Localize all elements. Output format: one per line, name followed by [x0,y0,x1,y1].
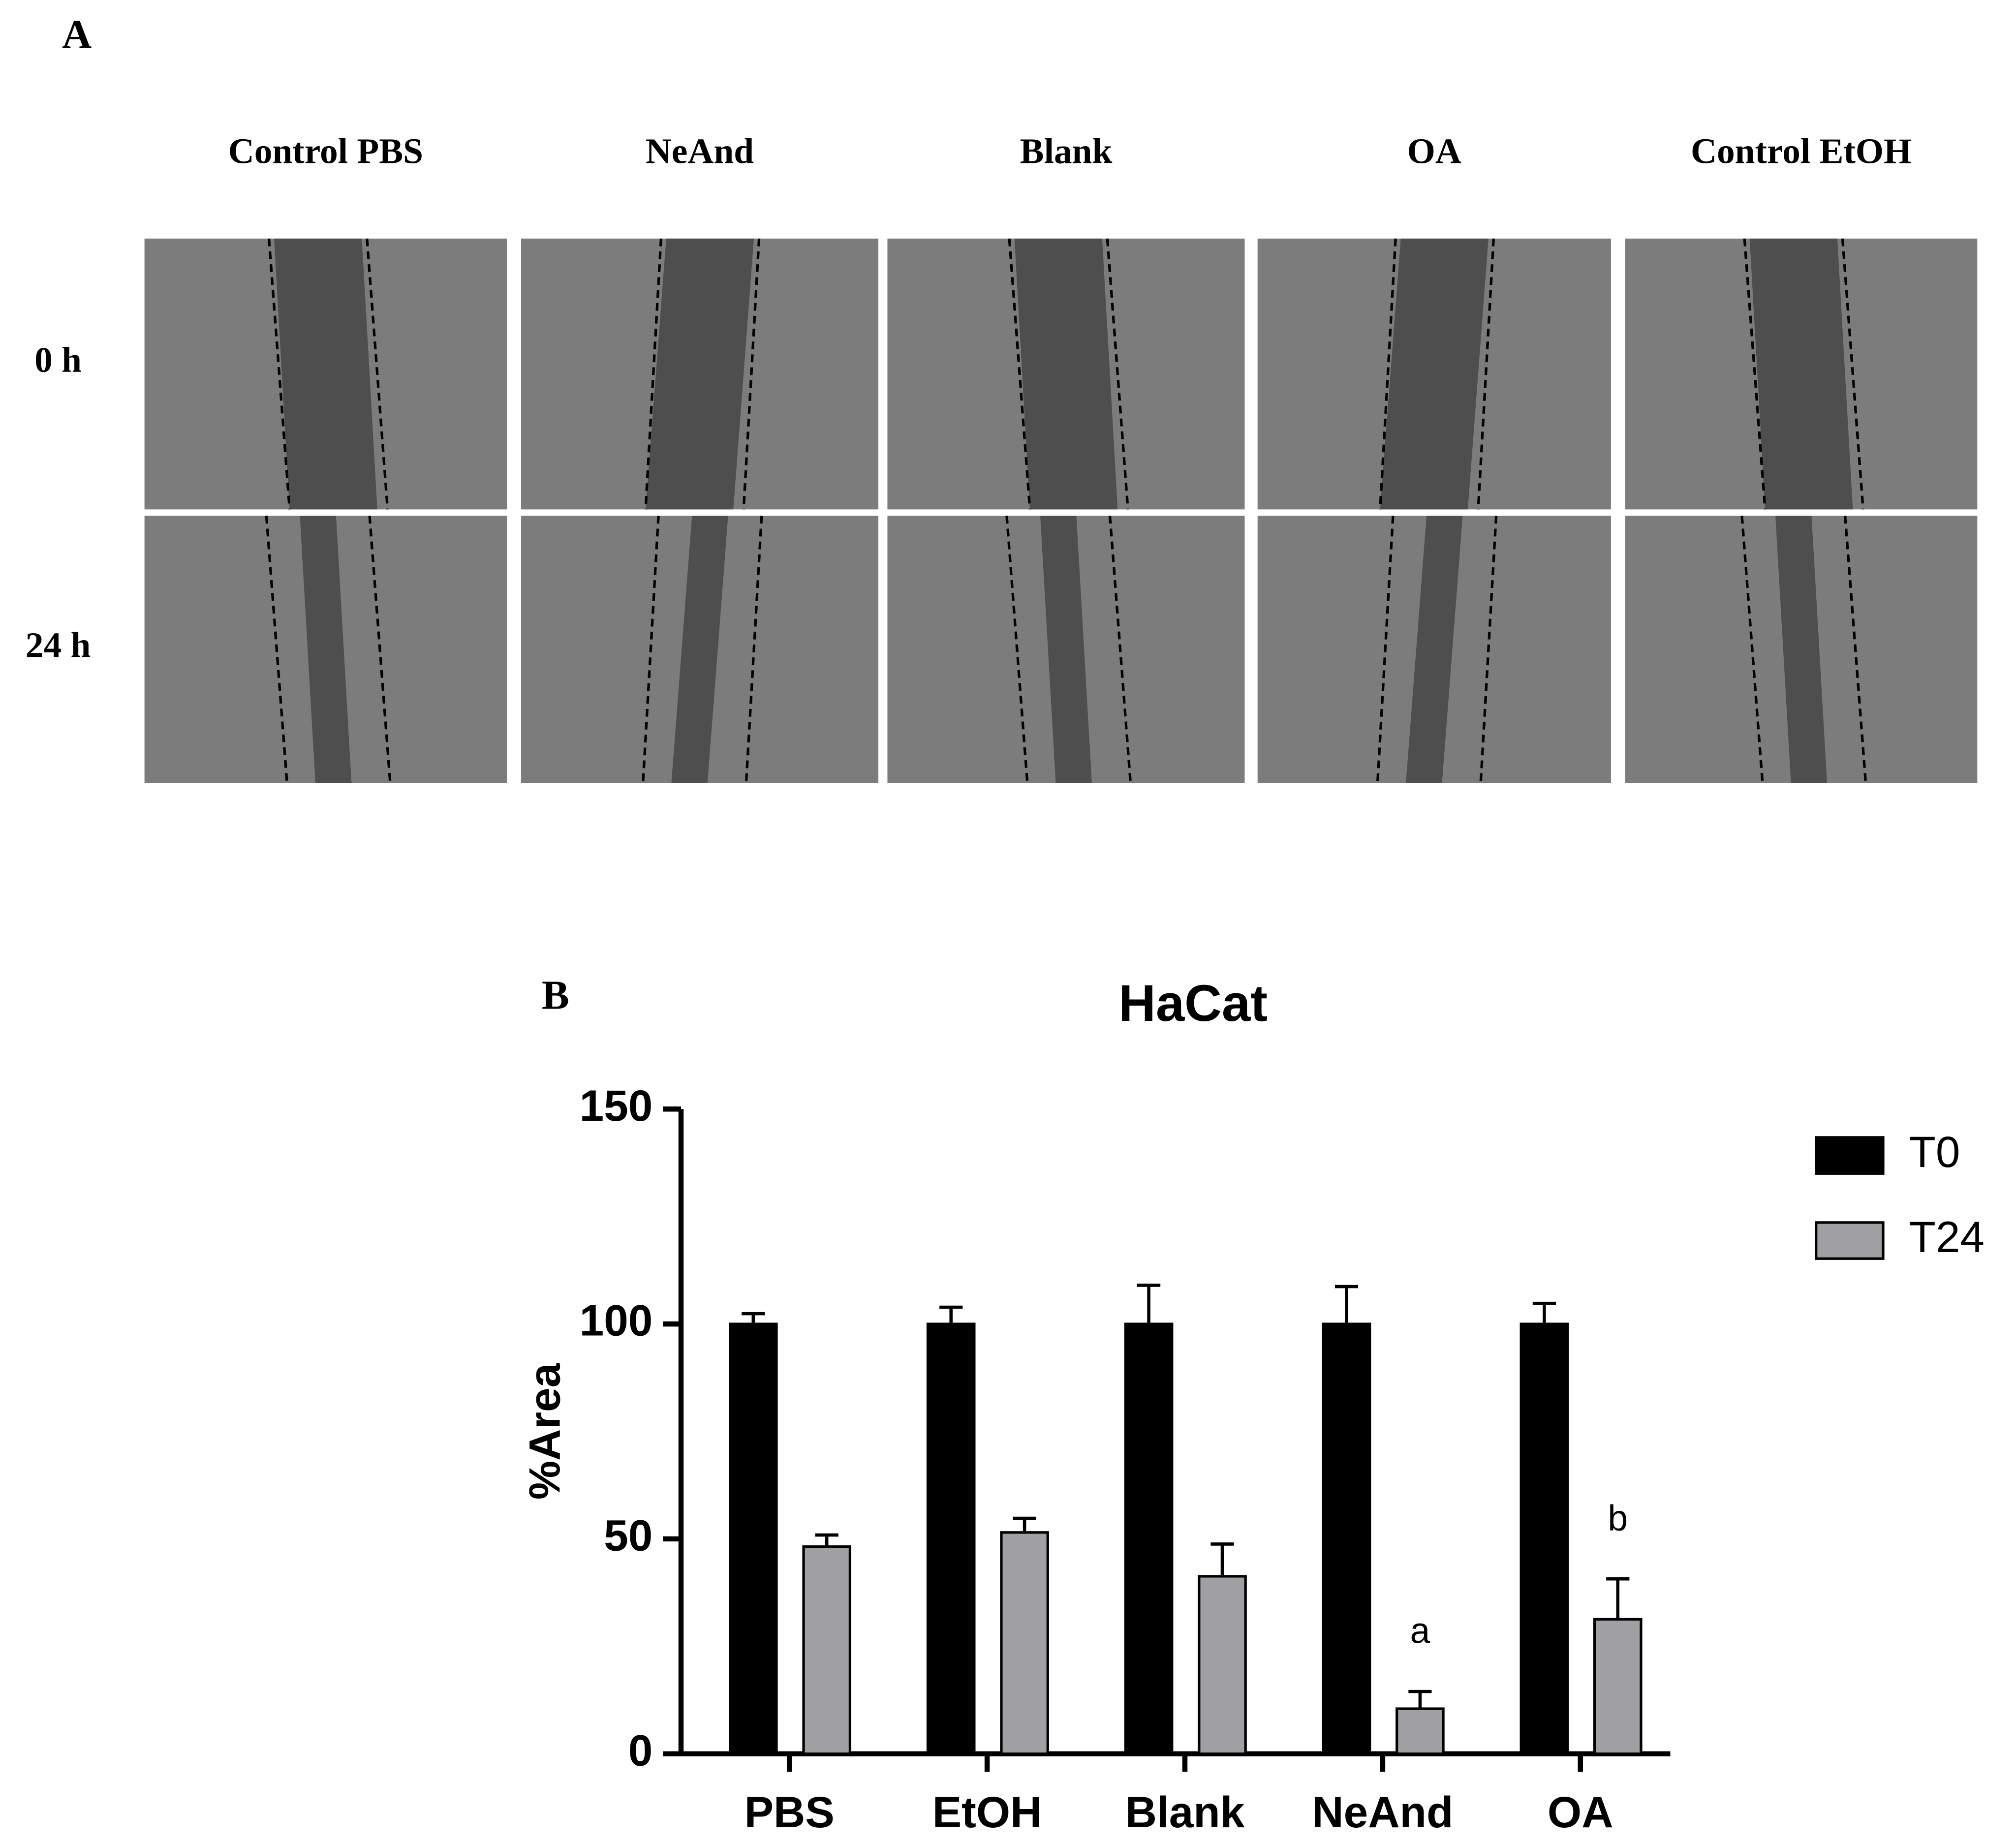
wound-edge [1106,238,1129,510]
x-tick-label: PBS [744,1787,835,1837]
column-label: Blank [1020,131,1113,171]
y-tick-label: 0 [628,1725,653,1775]
wound-gap [1380,238,1489,510]
wound-edge [742,238,761,510]
bar [1593,1618,1643,1755]
x-tick-label: OA [1548,1787,1613,1837]
chart-title: HaCat [1118,975,1268,1032]
wound-edge [642,516,660,783]
x-tick-label: EtOH [932,1787,1042,1837]
y-tick-label: 150 [580,1081,653,1130]
column-label: Control EtOH [1691,131,1912,171]
bar [1000,1531,1049,1755]
legend-swatch [1815,1221,1885,1260]
bar [1124,1322,1174,1755]
wound-gap [300,516,352,783]
wound-edge [267,238,291,510]
bar [1520,1322,1569,1755]
row-label: 0 h [34,340,82,380]
wound-edge [744,516,763,783]
legend-swatch [1815,1136,1885,1175]
wound-gap [1775,516,1827,783]
wound-edge [265,516,288,783]
wound-edge [1477,238,1495,510]
panel-label: A [62,12,92,58]
bar [926,1322,976,1755]
wound-gap [671,516,728,783]
legend-label: T24 [1909,1212,1985,1261]
column-label: Control PBS [228,131,423,171]
wound-gap [645,238,754,510]
wound-edge [1743,238,1767,510]
wound-edge [366,238,389,510]
wound-edge [1379,238,1397,510]
wound-edge [644,238,663,510]
wound-gap [1040,516,1092,783]
annotation: a [1410,1611,1430,1651]
panel-label: B [542,973,569,1018]
wound-gap [1749,238,1853,510]
wound-edge [368,516,392,783]
x-tick-label: Blank [1125,1787,1245,1837]
bar [1198,1575,1247,1755]
bar [802,1545,852,1755]
column-label: NeAnd [646,131,754,171]
wound-edge [1376,516,1395,783]
wound-edge [1479,516,1498,783]
x-tick-label: NeAnd [1312,1787,1453,1837]
row-label: 24 h [26,625,91,665]
wound-edge [1844,516,1867,783]
bar [1396,1707,1445,1755]
wound-edge [1740,516,1764,783]
bar [1322,1322,1371,1755]
column-label: OA [1407,131,1461,171]
wound-gap [1014,238,1118,510]
wound-gap [1406,516,1463,783]
annotation: b [1608,1498,1628,1538]
wound-edge [1008,238,1031,510]
wound-edge [1108,516,1132,783]
y-tick-label: 100 [580,1296,653,1345]
wound-gap [274,238,377,510]
wound-edge [1005,516,1029,783]
y-axis-label: %Area [520,1362,569,1500]
wound-edge [1841,238,1864,510]
y-tick-label: 50 [604,1510,652,1560]
legend-label: T0 [1909,1127,1960,1176]
bar [729,1322,778,1755]
